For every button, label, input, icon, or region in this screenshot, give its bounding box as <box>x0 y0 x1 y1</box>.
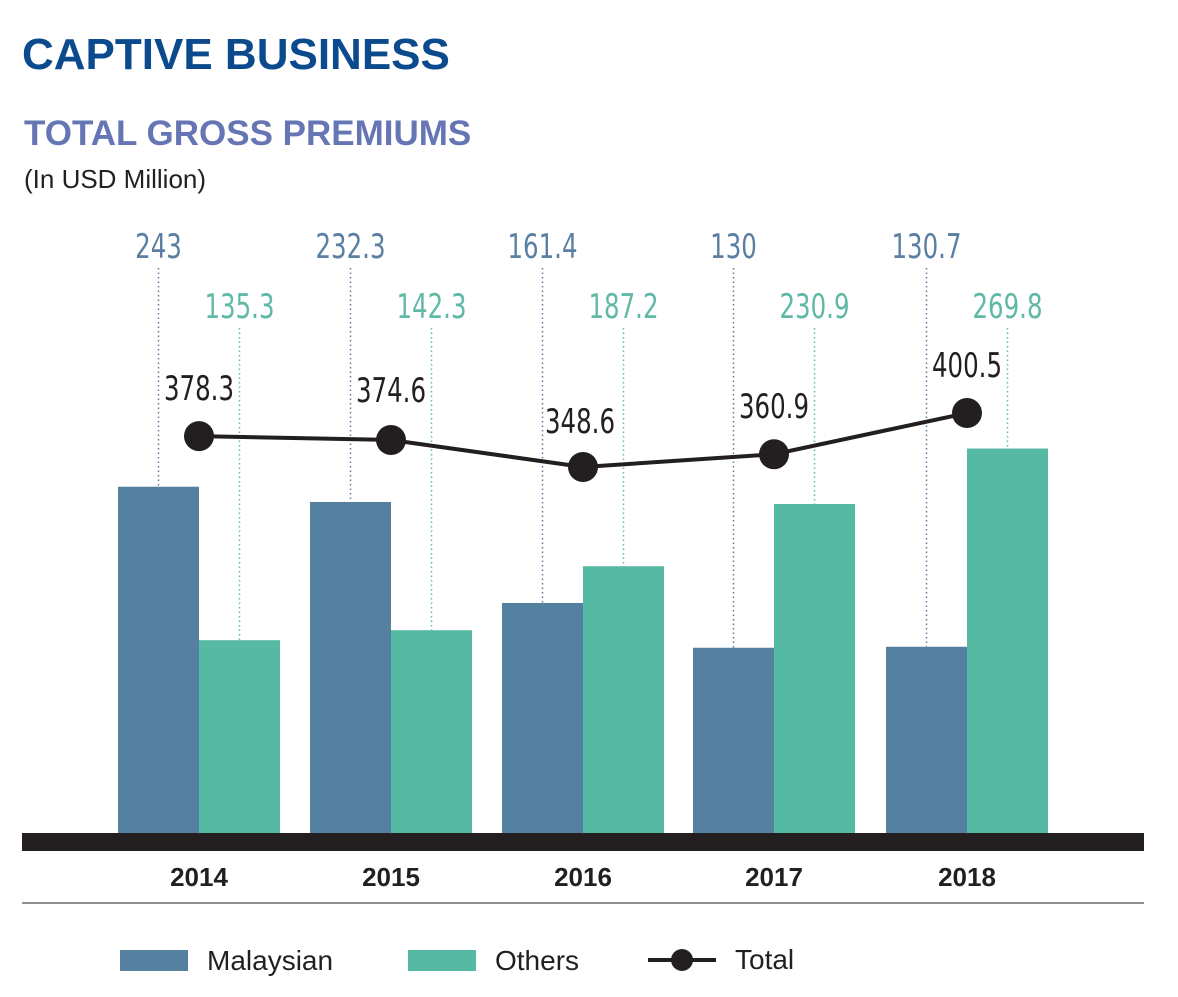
others-value-label: 187.2 <box>588 287 658 326</box>
malaysian-value-label: 130 <box>710 227 757 266</box>
others-value-label: 135.3 <box>204 287 274 326</box>
chart-subtitle: (In USD Million) <box>24 164 207 194</box>
others-value-label: 142.3 <box>396 287 466 326</box>
others-bar <box>967 448 1048 833</box>
legend-label-total: Total <box>735 944 794 975</box>
x-tick-label: 2016 <box>554 862 612 892</box>
x-tick-label: 2017 <box>745 862 803 892</box>
malaysian-bar <box>118 486 199 833</box>
malaysian-value-label: 243 <box>135 227 182 266</box>
others-value-label: 230.9 <box>779 287 849 326</box>
x-tick-label: 2014 <box>170 862 228 892</box>
chart-title: TOTAL GROSS PREMIUMS <box>24 114 472 153</box>
malaysian-value-label: 232.3 <box>315 227 385 266</box>
total-point <box>759 439 789 470</box>
others-value-label: 269.8 <box>972 287 1042 326</box>
x-tick-label: 2015 <box>362 862 420 892</box>
legend-label-others: Others <box>495 945 579 976</box>
malaysian-value-label: 130.7 <box>891 227 961 266</box>
x-axis-bar <box>22 833 1144 851</box>
page-heading: CAPTIVE BUSINESS <box>22 30 450 79</box>
malaysian-bar <box>310 501 391 833</box>
legend-swatch-malaysian <box>120 950 188 971</box>
legend-label-malaysian: Malaysian <box>207 945 333 976</box>
total-point <box>568 452 598 482</box>
total-point <box>184 421 214 452</box>
total-value-label: 374.6 <box>356 371 426 410</box>
legend-marker-total <box>671 949 693 971</box>
legend-swatch-others <box>408 950 476 971</box>
x-tick-label: 2018 <box>938 862 996 892</box>
others-bar <box>583 566 664 833</box>
others-bar <box>774 503 855 833</box>
total-point <box>376 424 406 455</box>
total-value-label: 378.3 <box>164 369 234 408</box>
malaysian-bar <box>693 647 774 833</box>
total-value-label: 360.9 <box>739 387 809 426</box>
malaysian-value-label: 161.4 <box>507 227 577 266</box>
malaysian-bar <box>886 646 967 833</box>
others-bar <box>391 630 472 833</box>
total-point <box>952 398 982 429</box>
malaysian-bar <box>502 603 583 833</box>
total-value-label: 348.6 <box>545 402 615 441</box>
total-value-label: 400.5 <box>932 346 1002 385</box>
others-bar <box>199 640 280 833</box>
